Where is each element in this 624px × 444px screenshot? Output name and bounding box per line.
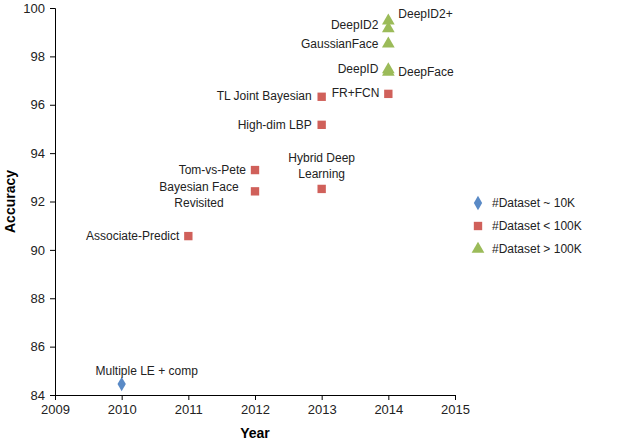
y-tick: 98 xyxy=(31,49,55,64)
point xyxy=(382,62,395,73)
y-axis-title: Accuracy xyxy=(2,170,18,233)
point-label: DeepFace xyxy=(398,65,454,79)
point xyxy=(382,36,395,47)
y-tick-mark xyxy=(50,8,55,9)
x-axis-title: Year xyxy=(240,425,270,441)
legend: #Dataset ~ 10K #Dataset < 100K #Dataset > … xyxy=(472,196,582,256)
y-tick: 84 xyxy=(31,388,55,403)
legend-marker xyxy=(474,222,482,230)
x-tick: 2010 xyxy=(108,395,137,417)
y-tick-mark xyxy=(50,250,55,251)
y-tick: 92 xyxy=(31,194,55,209)
x-tick: 2014 xyxy=(374,395,403,417)
x-tick: 2015 xyxy=(441,395,470,417)
y-tick-label: 96 xyxy=(31,97,45,112)
point xyxy=(251,166,259,174)
y-axis: 84 86 88 90 92 94 96 98 100 xyxy=(23,1,55,403)
point-label: FR+FCN xyxy=(332,86,380,100)
point-label: Associate-Predict xyxy=(86,229,180,243)
point xyxy=(317,185,325,193)
x-tick-label: 2010 xyxy=(108,402,137,417)
y-tick-mark xyxy=(50,56,55,57)
x-tick-label: 2013 xyxy=(308,402,337,417)
chart: 2009 2010 2011 2012 2013 2014 2015 84 86 88 90 92 94… xyxy=(0,0,624,444)
x-tick-label: 2014 xyxy=(374,402,403,417)
points xyxy=(118,13,395,391)
y-tick-label: 86 xyxy=(31,339,45,354)
x-tick-mark xyxy=(322,395,323,400)
legend-label: #Dataset > 100K xyxy=(492,242,582,256)
x-tick-mark xyxy=(255,395,256,400)
point xyxy=(317,93,325,101)
point-label: Multiple LE + comp xyxy=(95,364,198,378)
x-tick-mark xyxy=(455,395,456,400)
point xyxy=(384,90,392,98)
x-axis-line xyxy=(56,396,456,401)
x-tick-label: 2015 xyxy=(441,402,470,417)
point xyxy=(382,13,395,24)
y-tick-label: 92 xyxy=(31,194,45,209)
point xyxy=(317,121,325,129)
x-tick-label: 2009 xyxy=(41,402,70,417)
x-tick-mark xyxy=(188,395,189,400)
y-tick: 94 xyxy=(31,146,55,161)
point-label: GaussianFace xyxy=(301,37,379,51)
y-tick-mark xyxy=(50,395,55,396)
point xyxy=(251,187,259,195)
point-label: High-dim LBP xyxy=(238,118,312,132)
point-label: DeepID2+ xyxy=(398,7,452,21)
x-tick-label: 2011 xyxy=(175,402,203,417)
point-label: TL Joint Bayesian xyxy=(217,89,312,103)
legend-marker xyxy=(472,242,485,253)
y-tick-label: 88 xyxy=(31,291,45,306)
point-label: DeepID xyxy=(338,62,379,76)
y-tick: 88 xyxy=(31,291,55,306)
y-tick-mark xyxy=(50,298,55,299)
legend-marker xyxy=(474,196,482,210)
y-tick-label: 90 xyxy=(31,243,45,258)
y-tick-label: 100 xyxy=(23,1,45,16)
x-axis: 2009 2010 2011 2012 2013 2014 2015 xyxy=(41,395,470,417)
x-tick-mark xyxy=(122,395,123,400)
point xyxy=(184,232,192,240)
y-tick-mark xyxy=(50,105,55,106)
x-tick: 2011 xyxy=(175,395,203,417)
point-label: Tom-vs-Pete xyxy=(179,163,247,177)
point xyxy=(118,377,126,391)
x-tick: 2012 xyxy=(241,395,270,417)
y-tick-label: 94 xyxy=(31,146,45,161)
y-tick-label: 98 xyxy=(31,49,45,64)
x-tick-label: 2012 xyxy=(241,402,270,417)
y-tick-mark xyxy=(50,347,55,348)
y-tick-mark xyxy=(50,153,55,154)
point-labels: Multiple LE + comp Associate-Predict Tom-v… xyxy=(86,7,454,378)
y-tick: 90 xyxy=(31,243,55,258)
point-label: DeepID2 xyxy=(331,18,379,32)
y-tick: 96 xyxy=(31,97,55,112)
point-label: Bayesian FaceRevisited xyxy=(159,180,239,210)
y-tick: 100 xyxy=(23,1,55,16)
point-label: Hybrid DeepLearning xyxy=(288,151,355,181)
x-tick: 2009 xyxy=(41,395,70,417)
y-tick-label: 84 xyxy=(31,388,45,403)
legend-label: #Dataset < 100K xyxy=(492,219,582,233)
x-tick-mark xyxy=(388,395,389,400)
legend-label: #Dataset ~ 10K xyxy=(492,196,575,210)
plot: 2009 2010 2011 2012 2013 2014 2015 84 86 88 90 92 94… xyxy=(23,1,470,418)
y-tick-mark xyxy=(50,202,55,203)
y-axis-line xyxy=(50,9,56,396)
y-tick: 86 xyxy=(31,339,55,354)
x-tick: 2013 xyxy=(308,395,337,417)
